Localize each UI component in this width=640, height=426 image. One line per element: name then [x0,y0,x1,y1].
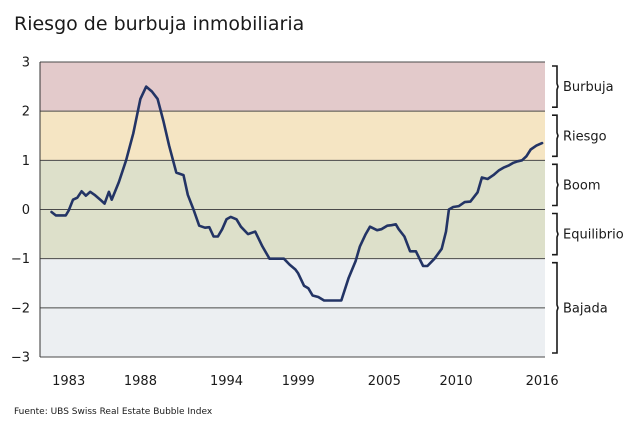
zone-band-1 [40,111,545,161]
y-tick-labels: 3 2 1 0 −1 −2 −3 [11,56,30,366]
zone-brackets: Burbuja Riesgo Boom Equilibrio Bajada [552,65,624,354]
zone-bracket-3 [552,212,559,256]
x-tick-label-3: 1999 [282,374,315,389]
zone-band-3 [40,209,545,259]
x-tick-label-0: 1983 [52,374,85,389]
zone-label-3: Equilibrio [563,228,624,243]
y-tick-label-6: −3 [11,351,30,366]
x-tick-label-5: 2010 [440,374,473,389]
chart-title: Riesgo de burbuja inmobiliaria [14,13,304,35]
zone-bracket-2 [552,163,559,207]
y-tick-label-0: 3 [22,56,30,71]
y-tick-label-4: −1 [11,252,30,267]
y-tick-label-2: 1 [22,154,30,169]
x-tick-label-6: 2016 [526,374,559,389]
x-tick-label-2: 1994 [210,374,243,389]
zone-bracket-4 [552,261,559,354]
x-tick-label-1: 1988 [124,374,157,389]
zone-label-1: Riesgo [563,129,607,144]
grid-layer [39,61,545,358]
zone-bracket-0 [552,65,559,108]
series-layer [50,85,544,302]
x-tick-label-4: 2005 [368,374,401,389]
zone-label-2: Boom [563,178,601,193]
zone-label-4: Bajada [563,301,608,316]
x-tick-labels: 1983 1988 1994 1999 2005 2010 2016 [52,374,559,389]
zone-band-0 [40,62,545,112]
source-note: Fuente: UBS Swiss Real Estate Bubble Ind… [14,407,213,417]
zone-bracket-1 [552,114,559,158]
y-tick-label-5: −2 [11,301,30,316]
y-tick-label-1: 2 [22,105,30,120]
zone-label-0: Burbuja [563,80,614,95]
series-line-0 [50,85,544,302]
y-tick-label-3: 0 [22,203,30,218]
